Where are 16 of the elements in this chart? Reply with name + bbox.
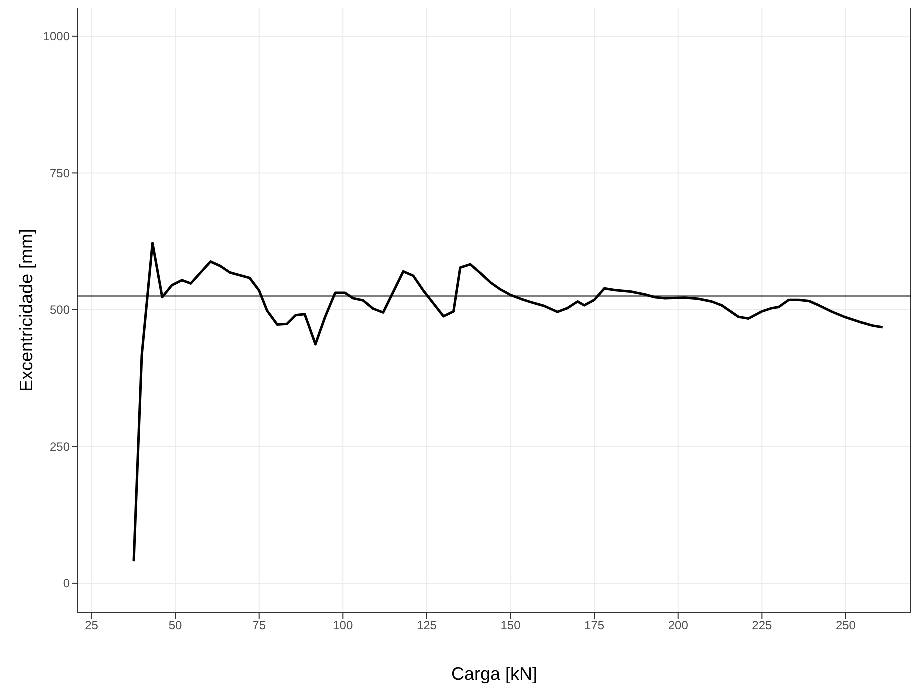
x-tick-label: 225 [752, 618, 772, 633]
x-tick-label: 50 [168, 618, 183, 633]
x-tick-label: 125 [416, 618, 438, 633]
y-axis-title: Excentricidade [mm] [16, 228, 36, 392]
x-tick-label: 200 [668, 618, 689, 633]
x-tick-label: 100 [333, 618, 354, 633]
x-tick-label: 25 [85, 618, 99, 633]
x-tick-label: 175 [584, 618, 605, 633]
x-tick-label: 150 [500, 618, 522, 633]
x-tick-label: 75 [252, 618, 266, 633]
y-tick-label: 500 [50, 303, 70, 318]
y-tick-label: 750 [50, 166, 70, 180]
y-tick-label: 0 [63, 576, 70, 591]
x-tick-label: 250 [836, 618, 856, 633]
y-tick-label: 250 [50, 440, 70, 454]
y-tick-label: 1000 [43, 30, 70, 44]
